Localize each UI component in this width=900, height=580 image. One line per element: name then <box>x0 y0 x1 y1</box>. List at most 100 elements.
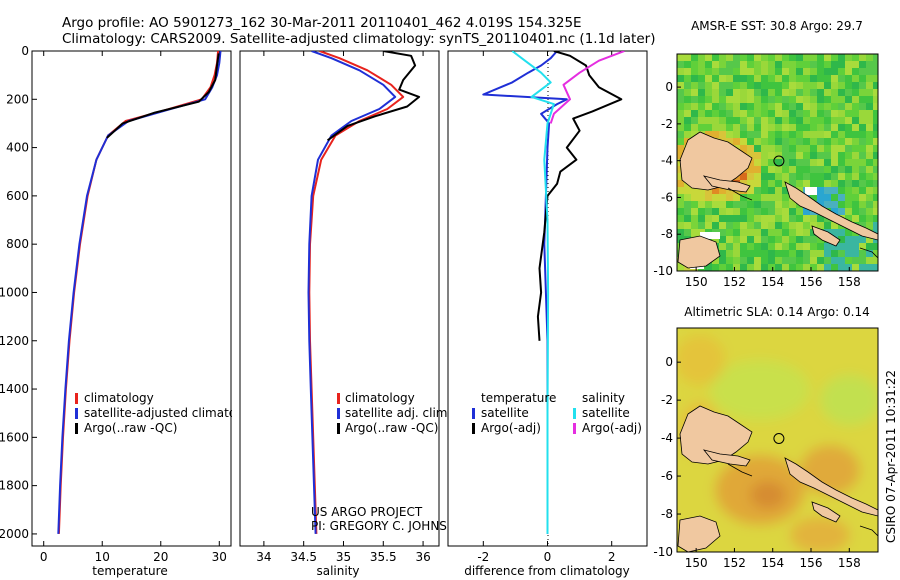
sst-cell <box>831 180 838 187</box>
map-x-tick-label: 158 <box>838 275 861 289</box>
sst-cell <box>873 82 878 89</box>
sst-cell <box>845 236 852 243</box>
sst-cell <box>852 243 859 250</box>
sst-cell <box>698 68 705 75</box>
sst-cell <box>845 75 852 82</box>
sst-cell <box>747 180 754 187</box>
sst-cell <box>831 187 838 194</box>
sst-cell <box>726 215 733 222</box>
sst-cell <box>782 187 789 194</box>
sst-cell <box>754 222 761 229</box>
sst-cell <box>796 236 803 243</box>
sst-cell <box>789 152 796 159</box>
sst-cell <box>831 159 838 166</box>
series-line-salinity-satellite <box>511 51 555 534</box>
sst-cell <box>796 173 803 180</box>
sst-cell <box>719 215 726 222</box>
sst-cell <box>789 166 796 173</box>
sst-cell <box>677 61 684 68</box>
sst-cell <box>803 145 810 152</box>
sst-cell <box>747 201 754 208</box>
sst-cell <box>754 145 761 152</box>
sst-cell <box>845 166 852 173</box>
sst-cell <box>824 110 831 117</box>
sst-cell <box>831 110 838 117</box>
sst-cell <box>859 187 866 194</box>
sst-cell <box>845 257 852 264</box>
sst-cell <box>775 152 782 159</box>
sst-cell <box>803 229 810 236</box>
sst-cell <box>733 54 740 61</box>
salinity-lines <box>307 51 421 534</box>
sst-cell <box>719 117 726 124</box>
sst-cell <box>810 103 817 110</box>
sst-cell <box>740 131 747 138</box>
sst-cell <box>817 68 824 75</box>
sst-cell <box>796 243 803 250</box>
sst-cell <box>859 236 866 243</box>
sst-cell <box>761 110 768 117</box>
map-x-tick-label: 154 <box>761 556 784 570</box>
sst-cell <box>817 110 824 117</box>
sst-cell <box>775 145 782 152</box>
map-x-tick-label: 152 <box>723 275 746 289</box>
sst-cell <box>824 243 831 250</box>
sst-cell <box>698 82 705 89</box>
sst-cell <box>740 250 747 257</box>
map-x-tick-label: 154 <box>761 275 784 289</box>
sst-cell <box>726 138 733 145</box>
sst-cell <box>852 180 859 187</box>
sst-cell <box>761 124 768 131</box>
sst-cell <box>831 173 838 180</box>
sst-cell <box>789 180 796 187</box>
sst-cell <box>810 68 817 75</box>
sst-cell <box>831 89 838 96</box>
sst-cell <box>782 208 789 215</box>
sst-cell <box>705 215 712 222</box>
sst-cell <box>859 117 866 124</box>
difference-legend: temperature satellite Argo(-adj) salinit… <box>472 391 642 435</box>
sst-cell <box>768 243 775 250</box>
sst-cell <box>740 215 747 222</box>
sst-cell <box>726 54 733 61</box>
sst-cell <box>733 229 740 236</box>
sst-cell <box>838 110 845 117</box>
sst-cell <box>726 264 733 271</box>
sst-cell <box>873 54 878 61</box>
sst-cell <box>747 68 754 75</box>
sst-cell <box>796 257 803 264</box>
sst-cell <box>866 159 873 166</box>
sst-cell <box>866 54 873 61</box>
map-y-tick-label: -10 <box>653 264 673 278</box>
sst-cell <box>845 103 852 110</box>
sst-cell <box>852 117 859 124</box>
sst-cell <box>824 264 831 271</box>
sst-cell <box>831 82 838 89</box>
sst-cell <box>789 75 796 82</box>
x-tick-label: 30 <box>212 550 227 564</box>
sst-cell <box>866 236 873 243</box>
map-y-tick-label: -8 <box>661 507 673 521</box>
sst-cell <box>754 89 761 96</box>
sst-cell <box>789 124 796 131</box>
sst-cell <box>768 89 775 96</box>
sst-cell <box>775 222 782 229</box>
sst-cell <box>761 173 768 180</box>
sst-cell <box>859 152 866 159</box>
sst-cell <box>747 75 754 82</box>
sst-cell <box>873 201 878 208</box>
sst-missing-cell <box>700 232 720 239</box>
map-y-tick-label: -2 <box>661 117 673 131</box>
sst-cell <box>831 103 838 110</box>
sst-cell <box>712 236 719 243</box>
sst-cell <box>775 159 782 166</box>
legend-swatch-temp-satellite <box>472 408 475 419</box>
sst-cell <box>677 229 684 236</box>
sst-cell <box>859 166 866 173</box>
sst-cell <box>859 54 866 61</box>
sst-cell <box>761 229 768 236</box>
sst-cell <box>733 236 740 243</box>
sst-cell <box>782 166 789 173</box>
sst-cell <box>782 61 789 68</box>
sst-cell <box>803 103 810 110</box>
